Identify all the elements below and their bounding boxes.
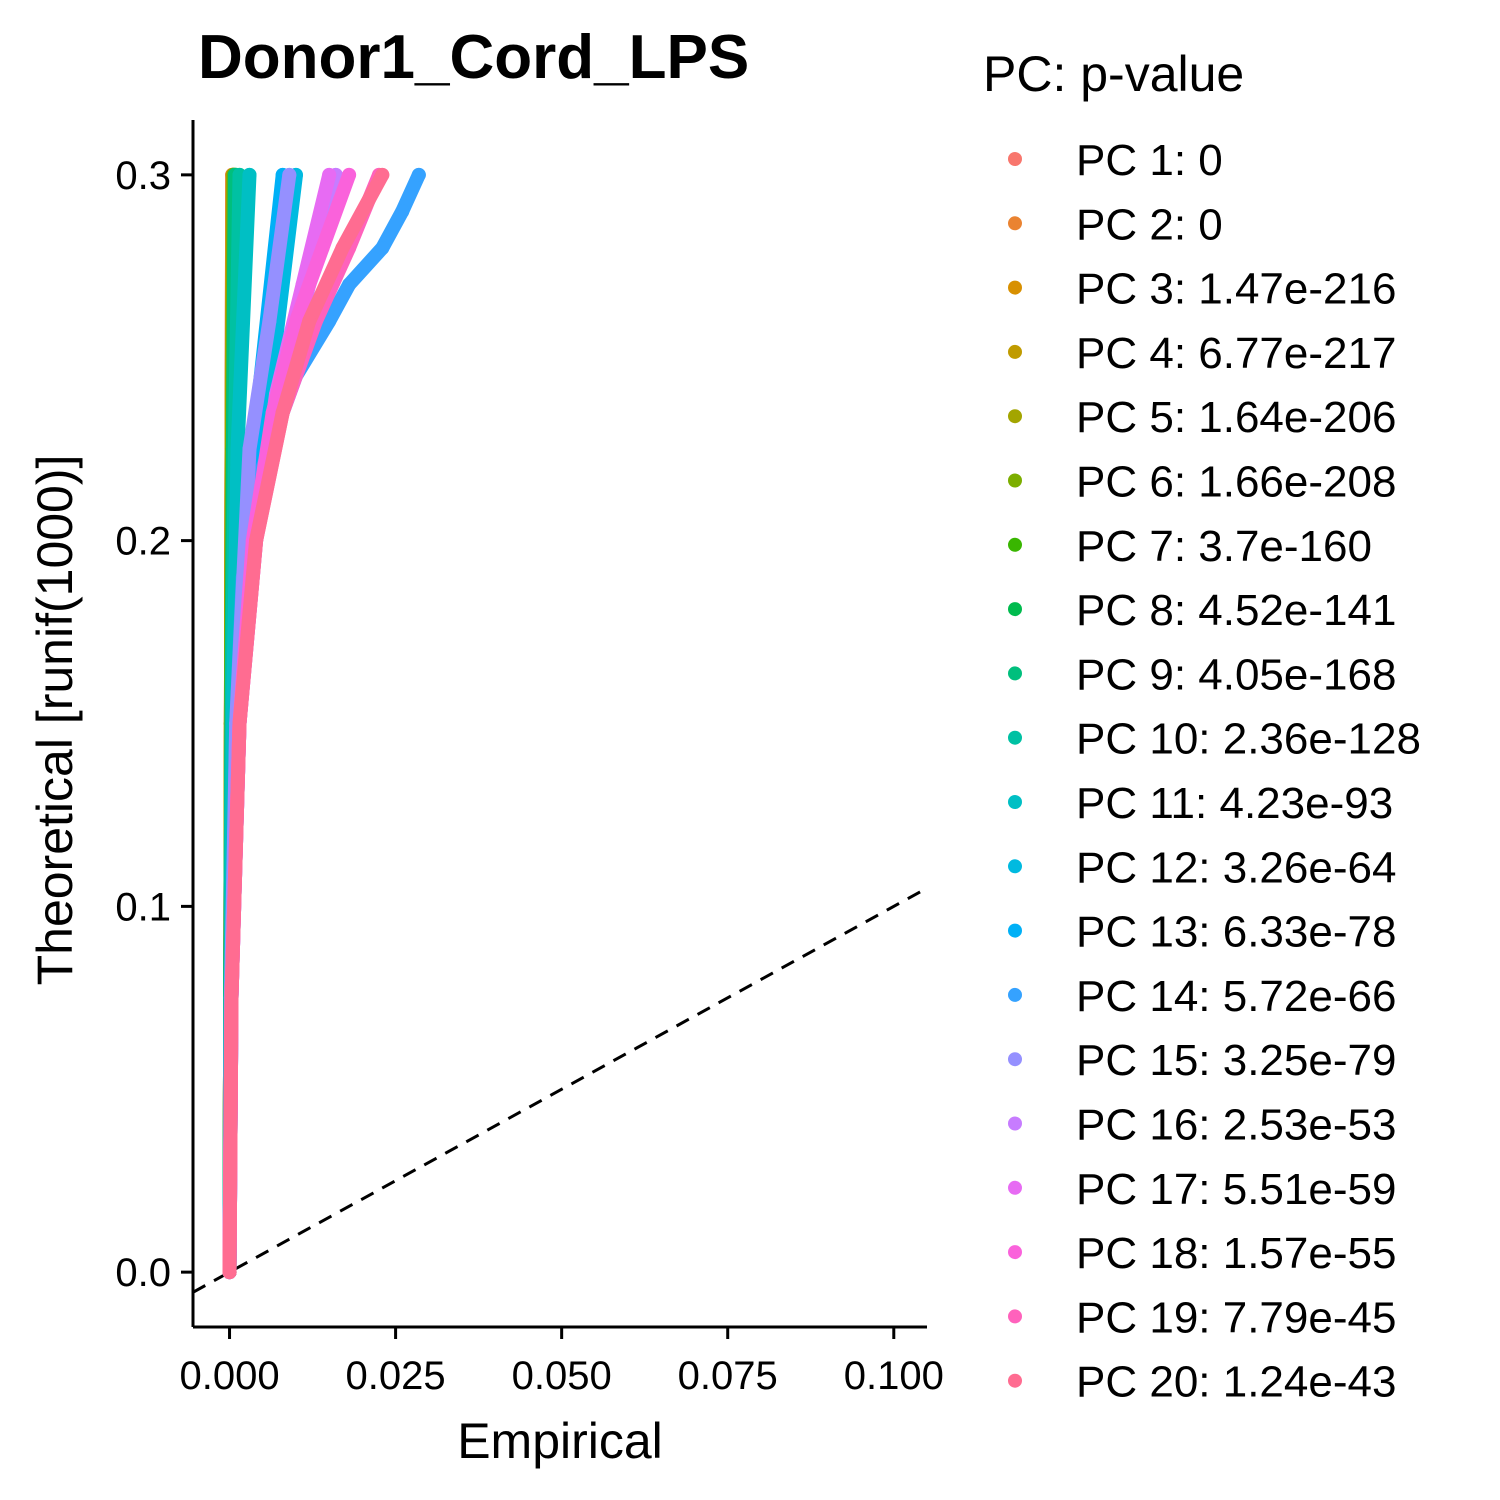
legend-key-pc-17 <box>1008 1180 1022 1195</box>
legend-key-pc-20 <box>1008 1373 1022 1388</box>
legend-label-pc-12: PC 12: 3.26e-64 <box>1076 843 1396 892</box>
legend-label-pc-13: PC 13: 6.33e-78 <box>1076 908 1396 957</box>
legend-label-pc-4: PC 4: 6.77e-217 <box>1076 329 1396 378</box>
data-point-pc-18 <box>315 241 330 256</box>
reference-line <box>192 886 928 1294</box>
data-point-pc-20 <box>224 990 239 1005</box>
data-point-pc-17 <box>322 167 337 182</box>
legend-label-pc-2: PC 2: 0 <box>1076 200 1223 249</box>
data-point-pc-20 <box>222 1265 237 1280</box>
legend-key-pc-14 <box>1008 987 1022 1002</box>
legend-key-pc-12 <box>1008 859 1022 874</box>
data-point-pc-14 <box>411 167 426 182</box>
series-line-pc-20 <box>222 167 390 1280</box>
legend-label-pc-5: PC 5: 1.64e-206 <box>1076 393 1396 442</box>
legend-label-pc-15: PC 15: 3.25e-79 <box>1076 1036 1396 1085</box>
data-point-pc-20 <box>249 533 264 548</box>
y-axis-ticks: 0.0 0.1 0.2 0.3 <box>115 154 193 1295</box>
legend-key-pc-6 <box>1008 473 1022 488</box>
x-tick-label: 0.000 <box>179 1354 279 1398</box>
legend-key-pc-11 <box>1008 795 1022 809</box>
legend-key-pc-10 <box>1008 730 1022 745</box>
legend-label-pc-3: PC 3: 1.47e-216 <box>1076 265 1396 314</box>
legend-key-pc-4 <box>1008 344 1022 359</box>
y-tick-label: 0.1 <box>115 885 171 929</box>
data-point-pc-20 <box>232 716 247 731</box>
legend-label-pc-9: PC 9: 4.05e-168 <box>1076 650 1396 699</box>
legend-key-pc-19 <box>1008 1309 1022 1324</box>
x-axis-title: Empirical <box>457 1413 663 1469</box>
legend-key-pc-1 <box>1008 152 1022 166</box>
data-point-pc-11 <box>230 442 245 457</box>
legend-label-pc-20: PC 20: 1.24e-43 <box>1076 1358 1396 1407</box>
legend-key-pc-15 <box>1008 1052 1022 1067</box>
legend-key-pc-16 <box>1008 1116 1022 1131</box>
legend-label-pc-6: PC 6: 1.66e-208 <box>1076 458 1396 507</box>
legend-key-pc-9 <box>1008 666 1022 681</box>
legend: PC: p-value PC 1: 0 PC 2: 0 PC 3: 1.47e-21… <box>983 46 1421 1407</box>
x-tick-label: 0.075 <box>678 1354 778 1398</box>
legend-key-pc-2 <box>1008 216 1022 231</box>
legend-label-pc-11: PC 11: 4.23e-93 <box>1076 779 1393 828</box>
legend-key-pc-5 <box>1008 409 1022 424</box>
x-axis-ticks: 0.000 0.025 0.050 0.075 0.100 <box>179 1327 944 1398</box>
legend-label-pc-1: PC 1: 0 <box>1076 136 1223 185</box>
legend-label-pc-16: PC 16: 2.53e-53 <box>1076 1101 1396 1150</box>
data-point-pc-15 <box>282 167 297 182</box>
data-point-pc-18 <box>288 314 303 329</box>
x-tick-label: 0.025 <box>346 1354 446 1398</box>
chart-title: Donor1_Cord_LPS <box>198 23 749 92</box>
y-tick-label: 0.0 <box>115 1251 171 1295</box>
data-point-pc-20 <box>335 241 350 256</box>
data-point-pc-18 <box>342 167 357 182</box>
legend-key-pc-3 <box>1008 280 1022 295</box>
data-point-pc-11 <box>242 167 257 182</box>
data-point-pc-15 <box>242 442 257 457</box>
y-tick-label: 0.2 <box>115 520 171 564</box>
legend-key-pc-8 <box>1008 602 1022 617</box>
x-tick-label: 0.100 <box>844 1354 944 1398</box>
legend-key-pc-13 <box>1008 923 1022 938</box>
legend-label-pc-7: PC 7: 3.7e-160 <box>1076 522 1372 571</box>
plot-area <box>192 167 928 1294</box>
legend-label-pc-14: PC 14: 5.72e-66 <box>1076 972 1396 1021</box>
data-point-pc-20 <box>275 405 290 420</box>
series-layer <box>222 167 426 1280</box>
legend-key-pc-7 <box>1008 537 1022 552</box>
y-axis-title: Theoretical [runif(1000)] <box>27 455 83 986</box>
data-point-pc-20 <box>302 314 317 329</box>
legend-label-pc-18: PC 18: 1.57e-55 <box>1076 1229 1396 1278</box>
data-point-pc-14 <box>322 314 337 329</box>
legend-label-pc-17: PC 17: 5.51e-59 <box>1076 1165 1396 1214</box>
legend-label-pc-19: PC 19: 7.79e-45 <box>1076 1293 1396 1342</box>
data-point-pc-14 <box>375 241 390 256</box>
data-point-pc-15 <box>262 314 277 329</box>
data-point-pc-14 <box>395 204 410 219</box>
legend-key-pc-18 <box>1008 1245 1022 1260</box>
legend-title: PC: p-value <box>983 46 1244 102</box>
data-point-pc-20 <box>375 167 390 182</box>
data-point-pc-14 <box>342 277 357 292</box>
legend-label-pc-10: PC 10: 2.36e-128 <box>1076 715 1421 764</box>
x-tick-label: 0.050 <box>512 1354 612 1398</box>
legend-label-pc-8: PC 8: 4.52e-141 <box>1076 586 1396 635</box>
y-tick-label: 0.3 <box>115 154 171 198</box>
legend-entries: PC 1: 0 PC 2: 0 PC 3: 1.47e-216 PC 4: 6.77e… <box>1008 136 1421 1407</box>
